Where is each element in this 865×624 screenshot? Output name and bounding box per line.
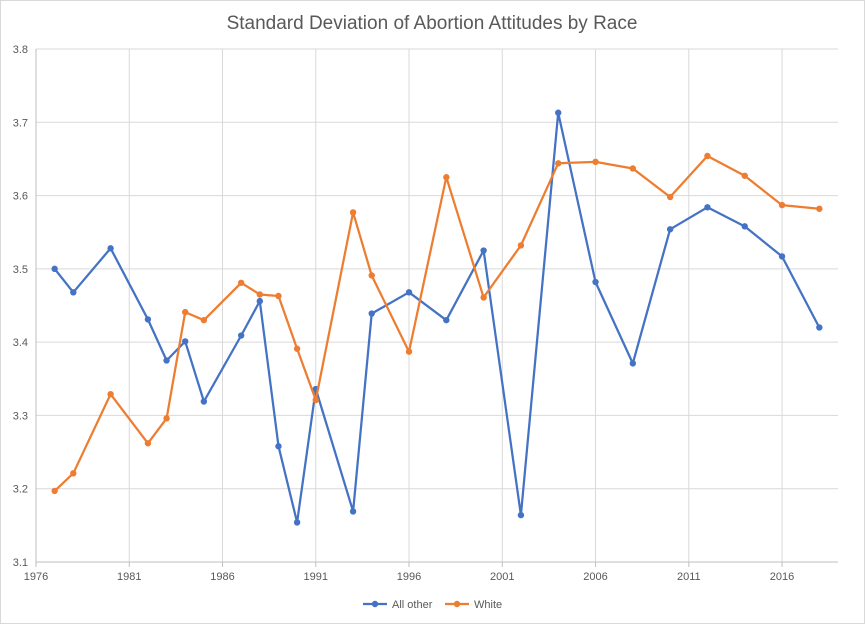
data-point bbox=[778, 201, 786, 209]
x-tick-label: 2006 bbox=[583, 571, 607, 583]
data-point bbox=[275, 292, 282, 300]
x-tick-label: 1986 bbox=[210, 571, 234, 583]
data-point bbox=[312, 396, 319, 404]
data-point bbox=[107, 245, 114, 252]
data-point bbox=[256, 291, 264, 298]
data-point bbox=[51, 487, 58, 495]
series-all-other bbox=[51, 109, 823, 526]
data-point bbox=[163, 415, 170, 422]
data-point bbox=[107, 390, 114, 398]
data-point bbox=[443, 174, 450, 181]
data-point bbox=[816, 205, 823, 212]
data-point bbox=[704, 152, 711, 160]
data-point bbox=[275, 443, 282, 450]
data-point bbox=[666, 193, 674, 201]
data-point bbox=[237, 279, 245, 286]
data-point bbox=[70, 289, 77, 296]
y-tick-label: 3.6 bbox=[13, 191, 28, 203]
data-point bbox=[51, 265, 58, 273]
data-point bbox=[405, 348, 413, 355]
data-point bbox=[480, 294, 487, 301]
data-point bbox=[629, 165, 637, 172]
legend-swatch-marker bbox=[371, 600, 379, 608]
y-tick-label: 3.1 bbox=[13, 557, 28, 569]
data-point bbox=[237, 332, 245, 339]
series-layer bbox=[51, 109, 823, 526]
data-point bbox=[368, 272, 375, 279]
data-point bbox=[816, 324, 823, 331]
data-point bbox=[144, 316, 152, 323]
axes: 3.1 3.2 3.3 3.4 3.5 3.6 3.7 3.8 1976 1981 1986 1991… bbox=[13, 44, 838, 583]
data-point bbox=[555, 109, 562, 116]
y-tick-label: 3.3 bbox=[13, 410, 28, 422]
data-point bbox=[256, 297, 264, 305]
y-tick-label: 3.7 bbox=[13, 117, 28, 129]
data-point bbox=[517, 511, 525, 519]
legend: All other White bbox=[363, 599, 502, 611]
data-point bbox=[629, 360, 637, 367]
x-tick-label: 1981 bbox=[117, 571, 141, 583]
y-tick-label: 3.8 bbox=[13, 44, 28, 56]
data-point bbox=[555, 160, 562, 167]
data-point bbox=[443, 316, 450, 324]
y-tick-label: 3.4 bbox=[13, 337, 28, 349]
data-point bbox=[405, 289, 413, 296]
data-point bbox=[144, 440, 152, 447]
data-point bbox=[741, 172, 748, 179]
data-point bbox=[182, 338, 189, 345]
x-tick-label: 2011 bbox=[677, 571, 701, 583]
data-point bbox=[592, 278, 599, 286]
data-point bbox=[163, 357, 170, 364]
data-point bbox=[741, 223, 748, 230]
data-point bbox=[368, 310, 375, 317]
data-point bbox=[704, 204, 711, 211]
x-tick-label: 1991 bbox=[304, 571, 328, 583]
legend-label: White bbox=[474, 599, 502, 611]
series-line bbox=[53, 111, 821, 524]
series-white bbox=[51, 152, 823, 495]
data-point bbox=[293, 519, 301, 526]
data-point bbox=[182, 308, 189, 316]
data-point bbox=[70, 470, 77, 477]
x-tick-label: 1996 bbox=[397, 571, 421, 583]
data-point bbox=[666, 226, 674, 233]
data-point bbox=[200, 316, 208, 324]
x-tick-label: 2016 bbox=[770, 571, 794, 583]
data-point bbox=[592, 158, 599, 166]
y-tick-label: 3.2 bbox=[13, 484, 28, 496]
y-tick-label: 3.5 bbox=[13, 264, 28, 276]
legend-label: All other bbox=[392, 599, 433, 611]
chart-title: Standard Deviation of Abortion Attitudes… bbox=[227, 13, 638, 34]
data-point bbox=[480, 247, 487, 254]
x-tick-label: 2001 bbox=[490, 571, 514, 583]
data-point bbox=[349, 508, 357, 515]
data-point bbox=[517, 242, 525, 249]
data-point bbox=[293, 345, 301, 352]
series-line bbox=[53, 154, 820, 492]
data-point bbox=[778, 253, 786, 260]
x-tick-label: 1976 bbox=[24, 571, 48, 583]
data-point bbox=[200, 398, 208, 405]
gridlines bbox=[35, 48, 838, 563]
data-point bbox=[349, 209, 357, 216]
legend-swatch-marker bbox=[453, 600, 461, 608]
